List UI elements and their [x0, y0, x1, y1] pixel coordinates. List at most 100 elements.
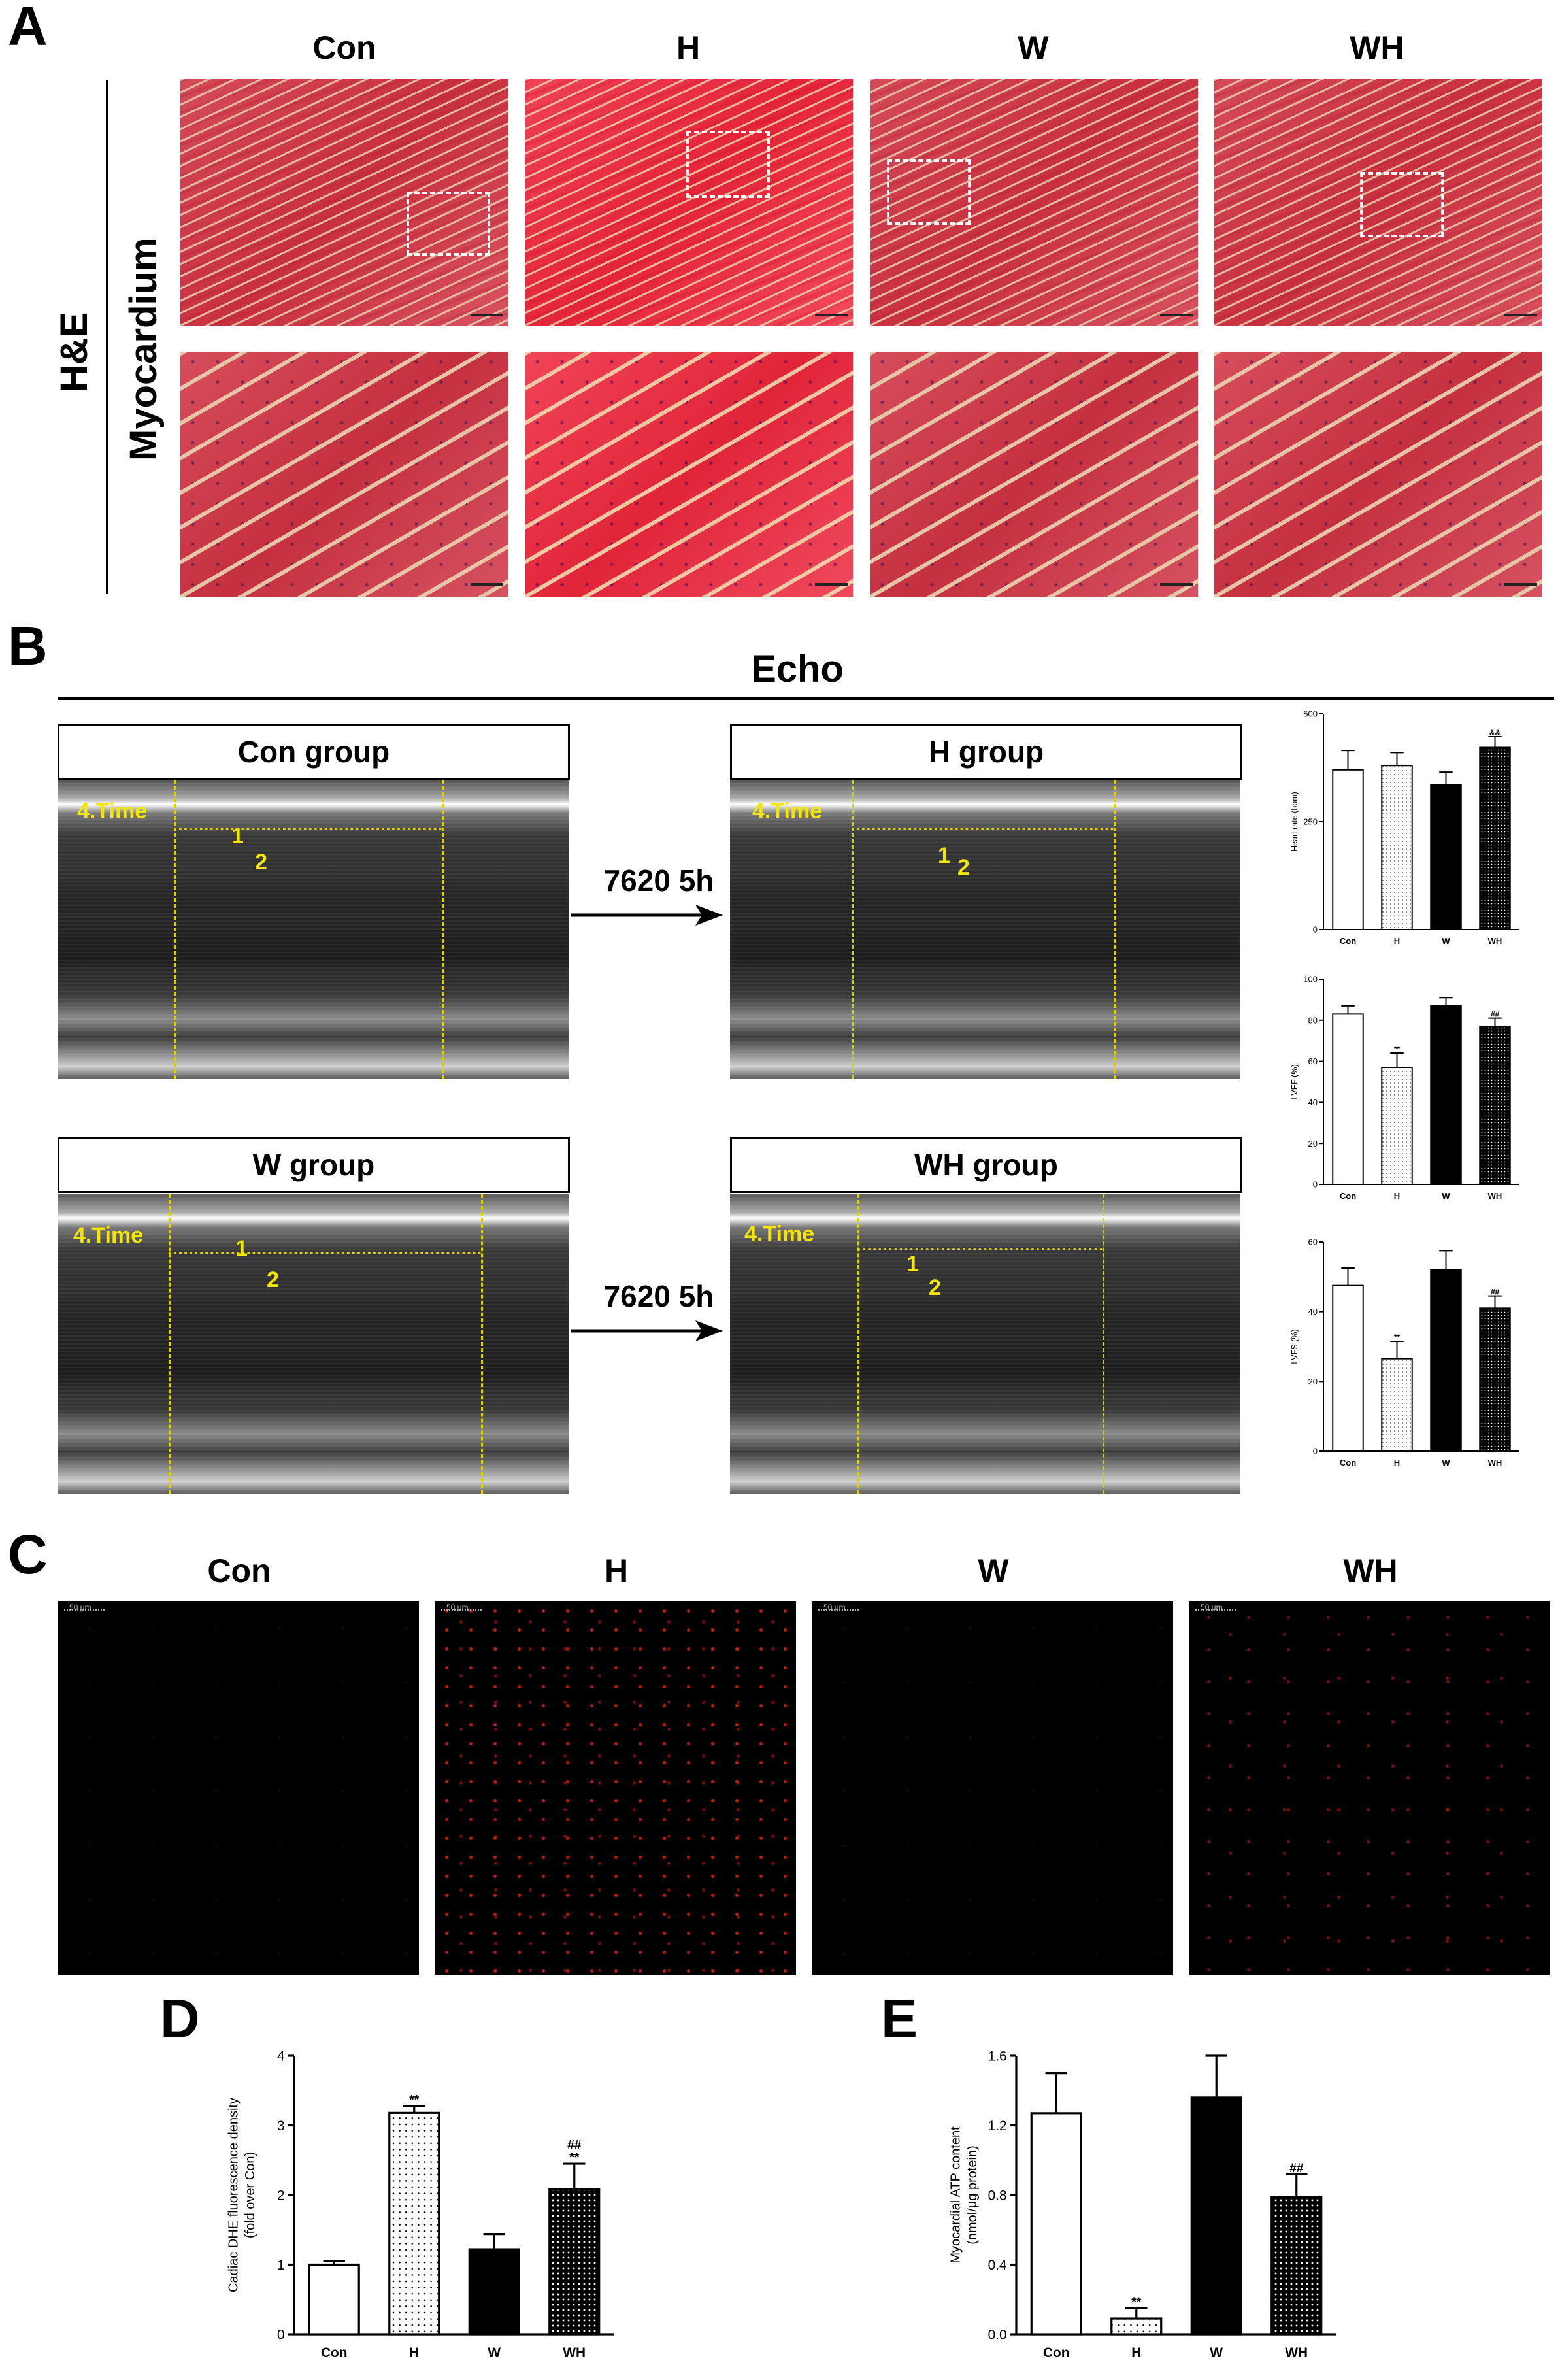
bar: [308, 2263, 360, 2336]
bar: [1381, 1067, 1413, 1185]
bar: [1479, 746, 1511, 930]
bar: [548, 2188, 601, 2336]
panel-c-label-w: W: [978, 1552, 1009, 1589]
y-tick-label: 0.4: [988, 2258, 1007, 2273]
chart-heart-rate: 0 250 500 Heart rate (bpm) Con H W WH &&: [1290, 709, 1519, 946]
bar: [1030, 2112, 1082, 2336]
y-tick-label: 2: [277, 2188, 285, 2203]
y-tick-label: 0.8: [988, 2188, 1007, 2203]
x-tick-label: H: [1394, 1458, 1400, 1467]
tissue-label: Myocardium: [122, 237, 165, 461]
y-tick-label: 60: [1308, 1056, 1318, 1066]
bar: [388, 2111, 440, 2336]
fluorescence-scale-bar: [818, 1609, 859, 1611]
scale-bar: [815, 314, 848, 316]
echo-marker-1: 1: [231, 824, 244, 848]
panel-a-label-h: H: [676, 29, 701, 66]
x-tick-label: H: [1394, 1191, 1400, 1201]
y-axis-label: Heart rate (bpm): [1290, 792, 1299, 852]
x-tick-label: WH: [1488, 936, 1502, 946]
y-axis-label: LVEF (%): [1290, 1064, 1299, 1099]
echo-guide: [852, 828, 1114, 830]
y-tick-label: 0: [1313, 925, 1318, 935]
panel-letter-d: D: [160, 1988, 200, 2049]
y-tick-label: 80: [1308, 1015, 1318, 1025]
dhe-image-w: 50 μm: [812, 1601, 1173, 1975]
y-tick-label: 40: [1308, 1307, 1318, 1316]
panel-letter-b: B: [8, 615, 48, 677]
x-tick-label: W: [488, 2345, 501, 2360]
x-tick-label: W: [1442, 936, 1450, 946]
y-tick-label: 500: [1303, 709, 1318, 719]
he-image-w-high: [870, 352, 1198, 597]
bar: [1430, 784, 1462, 931]
panel-a-label-con: Con: [312, 29, 376, 66]
y-tick-label: 1: [277, 2258, 285, 2273]
scale-bar: [471, 583, 503, 586]
chart-lvfs: 0 20 40 60 LVFS (%) Con H ** W WH ##: [1290, 1237, 1519, 1467]
x-tick-label: Con: [1043, 2345, 1069, 2360]
bar: [1381, 1358, 1413, 1452]
scale-bar: [471, 314, 503, 316]
y-tick-label: 60: [1308, 1237, 1318, 1247]
bar: [1110, 2317, 1163, 2336]
chart-dhe-density: 0 1 2 3 4 Cadiac DHE fluorescence density (fol…: [227, 2049, 614, 2360]
y-tick-label: 0: [1313, 1180, 1318, 1190]
bar: [1332, 1284, 1364, 1452]
x-tick-label: H: [409, 2345, 419, 2360]
y-tick-label: 20: [1308, 1139, 1318, 1148]
echo-guide: [442, 780, 444, 1079]
significance-label: ##: [567, 2139, 582, 2153]
y-tick-label: 40: [1308, 1098, 1318, 1107]
panel-a-divider: [106, 80, 108, 594]
y-tick-label: 4: [277, 2049, 285, 2064]
panel-c-label-wh: WH: [1343, 1552, 1398, 1589]
fluorescence-scale-text: 50 μm: [446, 1603, 469, 1612]
bar: [1430, 1005, 1462, 1185]
echo-guide: [481, 1194, 483, 1494]
echo-time-label: 4.Time: [73, 1223, 144, 1248]
echo-title: Echo: [751, 648, 844, 690]
bar: [1332, 1013, 1364, 1185]
echo-marker-1: 1: [235, 1236, 248, 1261]
arrow-top: [571, 905, 723, 926]
echo-time-label: 4.Time: [77, 799, 148, 824]
he-image-wh-high: [1214, 352, 1542, 597]
significance-label: **: [1394, 1333, 1401, 1342]
y-axis-label: Myocardial ATP content: [949, 2126, 963, 2264]
he-image-con-high: [180, 352, 508, 597]
echo-guide: [169, 1194, 171, 1494]
echo-image-con: 4.Time 1 2: [58, 780, 569, 1079]
echo-guide: [1114, 780, 1116, 1079]
zoom-region-w: [887, 159, 971, 225]
echo-title-rule: [58, 697, 1554, 700]
fluorescence-scale-text: 50 μm: [69, 1603, 91, 1612]
y-tick-label: 0.0: [988, 2327, 1007, 2342]
arrow-label-top: 7620 5h: [603, 863, 714, 897]
y-axis-label: (nmol/μg protein): [965, 2145, 980, 2245]
significance-label: **: [1394, 1045, 1401, 1054]
zoom-region-con: [407, 192, 490, 256]
stain-label: H&E: [53, 312, 95, 392]
x-tick-label: W: [1442, 1458, 1450, 1467]
he-image-h-low: [525, 79, 853, 326]
x-tick-label: W: [1442, 1191, 1450, 1201]
bar: [1479, 1307, 1511, 1452]
echo-marker-2: 2: [267, 1267, 279, 1292]
echo-guide: [169, 1252, 481, 1254]
echo-marker-1: 1: [938, 843, 950, 868]
panel-letter-e: E: [881, 1988, 918, 2049]
panel-c-label-h: H: [604, 1552, 629, 1589]
y-tick-label: 1.2: [988, 2119, 1007, 2134]
dhe-image-con: 50 μm: [58, 1601, 419, 1975]
bar: [1332, 769, 1364, 930]
arrow-bottom: [571, 1320, 723, 1341]
panel-c-label-con: Con: [207, 1552, 271, 1589]
x-tick-label: Con: [1340, 936, 1356, 946]
significance-label: ##: [1289, 2162, 1304, 2175]
chart-atp-content: 0.0 0.4 0.8 1.2 1.6 Myocardial ATP content (nm…: [949, 2049, 1336, 2360]
echo-guide: [1103, 1194, 1104, 1494]
significance-label: **: [569, 2151, 579, 2165]
x-tick-label: WH: [563, 2345, 586, 2360]
bar: [1381, 765, 1413, 930]
